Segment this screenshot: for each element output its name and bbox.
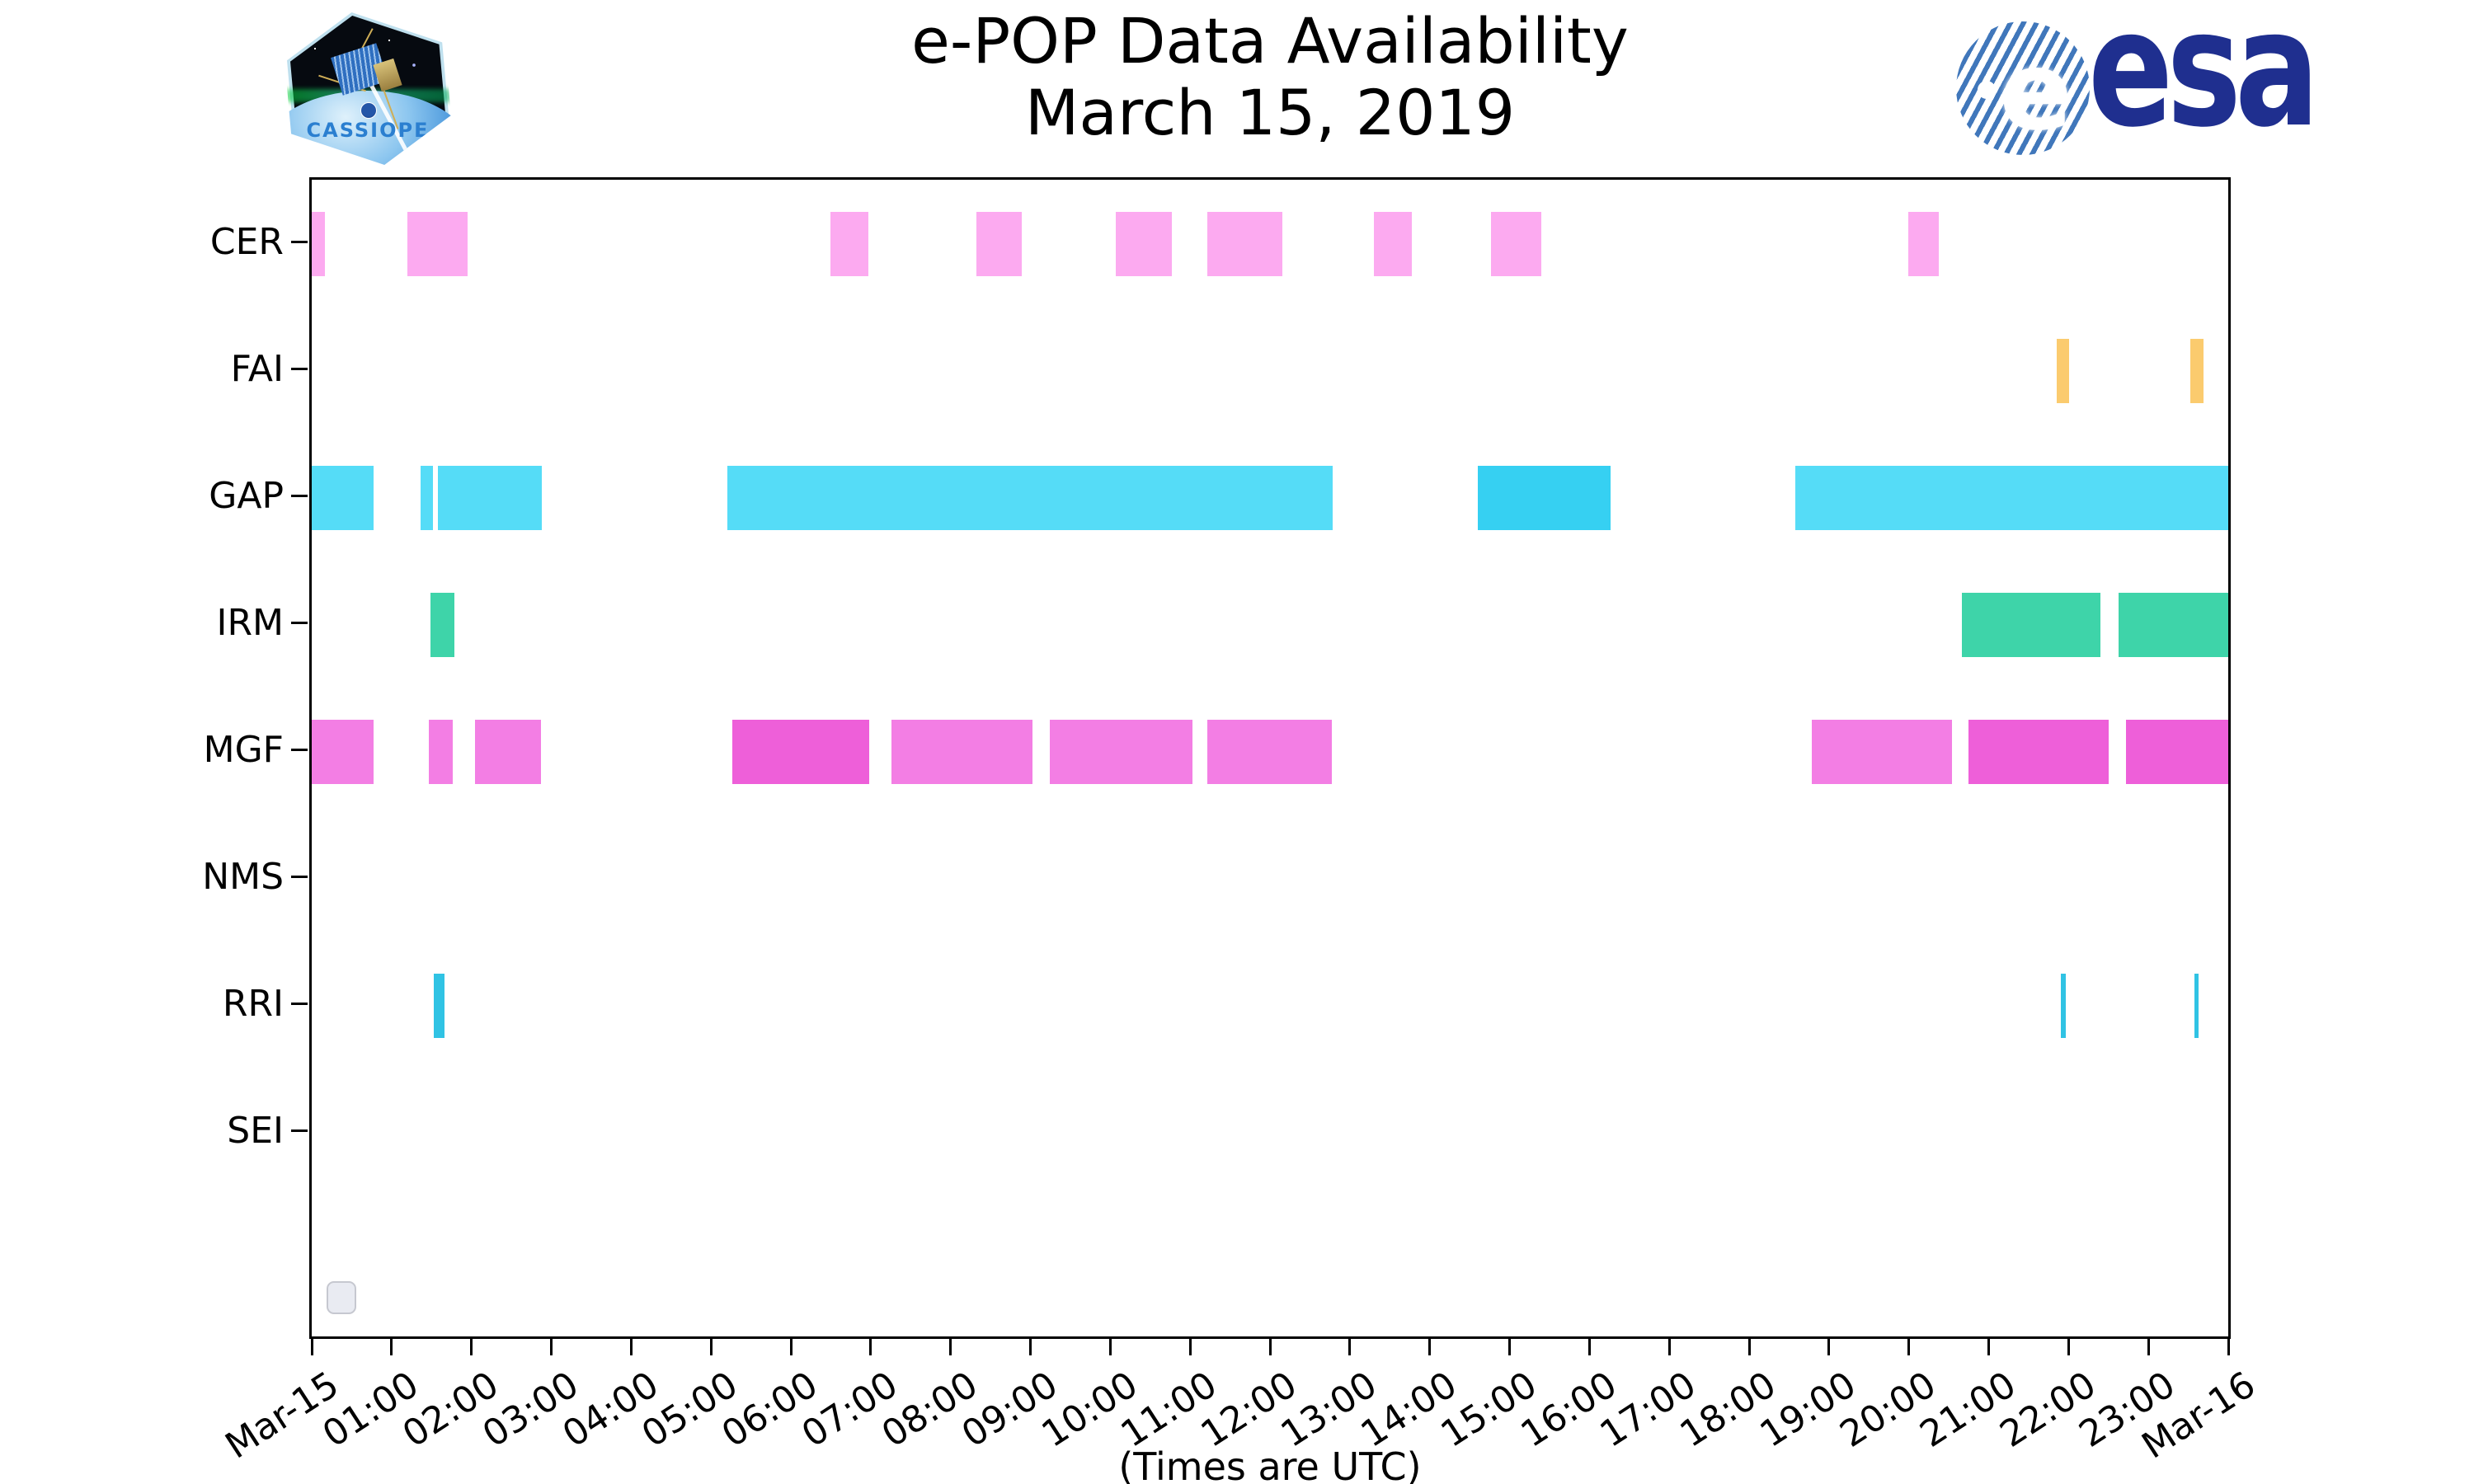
- availability-bar-CER-3: [976, 212, 1022, 276]
- x-tick-12:00: [1268, 1339, 1272, 1355]
- availability-bar-GAP-4: [1477, 466, 1611, 530]
- availability-bar-FAI-0: [2056, 339, 2070, 403]
- x-tick-Mar-15: [310, 1339, 313, 1355]
- availability-bar-CER-6: [1373, 212, 1413, 276]
- x-axis-label: (Times are UTC): [1118, 1444, 1422, 1484]
- esa-wordmark: esa: [2088, 0, 2320, 162]
- x-tick-15:00: [1508, 1339, 1511, 1355]
- availability-bar-MGF-3: [732, 720, 869, 784]
- y-tick-GAP: [291, 494, 308, 497]
- cassiope-patch-label: CASSIOPE: [306, 119, 430, 142]
- x-tick-02:00: [470, 1339, 473, 1355]
- availability-bar-CER-5: [1207, 212, 1282, 276]
- y-tick-SEI: [291, 1129, 308, 1132]
- availability-bar-MGF-6: [1206, 720, 1332, 784]
- availability-bar-CER-0: [312, 212, 326, 276]
- empty-legend-box: [327, 1281, 356, 1314]
- availability-bar-GAP-3: [727, 466, 1333, 530]
- availability-bar-IRM-2: [2119, 593, 2228, 657]
- availability-bar-RRI-2: [2194, 974, 2199, 1038]
- availability-bar-MGF-2: [474, 720, 541, 784]
- x-tick-08:00: [949, 1339, 952, 1355]
- x-tick-Mar-16: [2227, 1339, 2230, 1355]
- availability-bar-MGF-4: [891, 720, 1033, 784]
- x-tick-20:00: [1907, 1339, 1911, 1355]
- availability-bar-CER-1: [407, 212, 468, 276]
- chart-title-block: e-POP Data Availability March 15, 2019: [309, 5, 2231, 149]
- availability-bar-FAI-1: [2189, 339, 2204, 403]
- x-tick-10:00: [1108, 1339, 1112, 1355]
- cassiope-mission-patch-logo: CASSIOPE: [285, 10, 451, 165]
- esa-globe-dot: [1978, 81, 1996, 99]
- x-tick-03:00: [550, 1339, 553, 1355]
- availability-bar-RRI-0: [434, 974, 444, 1038]
- availability-bar-MGF-8: [1968, 720, 2109, 784]
- page-subtitle: March 15, 2019: [1024, 76, 1516, 150]
- availability-bar-MGF-1: [429, 720, 454, 784]
- x-tick-04:00: [629, 1339, 633, 1355]
- y-axis-label-NMS: NMS: [202, 855, 284, 898]
- availability-bar-GAP-5: [1795, 466, 2228, 530]
- y-tick-RRI: [291, 1002, 308, 1005]
- esa-globe-icon: e: [1956, 21, 2090, 155]
- y-axis-label-SEI: SEI: [227, 1109, 284, 1152]
- availability-bar-GAP-1: [420, 466, 434, 530]
- y-axis-label-CER: CER: [209, 220, 284, 263]
- x-tick-05:00: [709, 1339, 713, 1355]
- availability-bar-GAP-2: [437, 466, 542, 530]
- y-axis-label-FAI: FAI: [230, 347, 284, 390]
- esa-globe-letter: e: [1999, 28, 2073, 155]
- x-tick-01:00: [390, 1339, 393, 1355]
- x-tick-22:00: [2067, 1339, 2070, 1355]
- x-tick-14:00: [1428, 1339, 1432, 1355]
- availability-bar-MGF-5: [1049, 720, 1193, 784]
- availability-bar-MGF-0: [312, 720, 374, 784]
- y-axis-label-MGF: MGF: [203, 728, 284, 771]
- y-axis-label-RRI: RRI: [222, 982, 284, 1025]
- y-tick-NMS: [291, 875, 308, 878]
- y-axis-label-IRM: IRM: [216, 601, 284, 644]
- x-tick-21:00: [1987, 1339, 1990, 1355]
- y-tick-MGF: [291, 748, 308, 751]
- availability-bar-CER-2: [830, 212, 868, 276]
- availability-bar-IRM-0: [430, 593, 455, 657]
- y-tick-IRM: [291, 621, 308, 624]
- x-tick-13:00: [1348, 1339, 1352, 1355]
- y-tick-FAI: [291, 367, 308, 370]
- availability-bar-RRI-1: [2060, 974, 2067, 1038]
- page-title: e-POP Data Availability: [911, 4, 1629, 77]
- plot-area: [309, 177, 2231, 1339]
- y-axis-label-GAP: GAP: [209, 474, 284, 517]
- x-tick-16:00: [1587, 1339, 1591, 1355]
- availability-bar-MGF-9: [2126, 720, 2228, 784]
- x-tick-18:00: [1747, 1339, 1751, 1355]
- csa-roundel-icon: [360, 102, 377, 119]
- availability-bar-CER-8: [1907, 212, 1940, 276]
- x-tick-23:00: [2147, 1339, 2150, 1355]
- x-tick-07:00: [869, 1339, 872, 1355]
- availability-bar-MGF-7: [1812, 720, 1952, 784]
- x-tick-17:00: [1667, 1339, 1671, 1355]
- x-tick-09:00: [1029, 1339, 1032, 1355]
- y-tick-CER: [291, 240, 308, 243]
- availability-bar-GAP-0: [312, 466, 374, 530]
- availability-bar-CER-7: [1491, 212, 1542, 276]
- x-tick-19:00: [1827, 1339, 1831, 1355]
- x-tick-11:00: [1188, 1339, 1192, 1355]
- availability-bar-CER-4: [1116, 212, 1172, 276]
- x-tick-06:00: [789, 1339, 793, 1355]
- availability-bar-IRM-1: [1961, 593, 2101, 657]
